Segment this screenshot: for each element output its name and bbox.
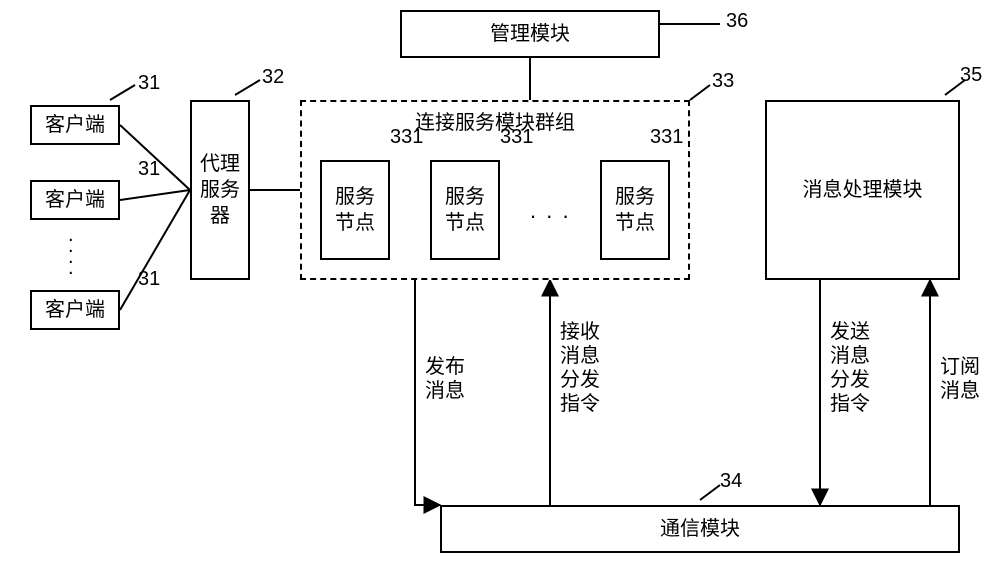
ref-service-node-2: 331 xyxy=(500,126,533,149)
ref-client-2: 31 xyxy=(138,158,160,181)
ref-comm: 34 xyxy=(720,470,742,493)
diagram-canvas: 管理模块 36 客户端 31 客户端 31 .... 客户端 31 代理 服务 … xyxy=(0,0,1000,583)
mgmt-module-box: 管理模块 xyxy=(400,10,660,58)
arrow-label-recv-dispatch: 接收 消息 分发 指令 xyxy=(560,320,600,416)
client-box-2: 客户端 xyxy=(30,180,120,220)
proxy-server-label: 代理 服务 器 xyxy=(200,151,240,229)
service-node-label-3: 服务 节点 xyxy=(615,184,655,236)
service-node-ellipsis: . . . xyxy=(530,198,571,224)
msg-processing-label: 消息处理模块 xyxy=(803,177,923,203)
ref-proxy: 32 xyxy=(262,66,284,89)
ref-client-1: 31 xyxy=(138,72,160,95)
service-node-box-2: 服务 节点 xyxy=(430,160,500,260)
ref-msg-proc: 35 xyxy=(960,64,982,87)
ref-conn-group: 33 xyxy=(712,70,734,93)
service-node-box-3: 服务 节点 xyxy=(600,160,670,260)
client-label-1: 客户端 xyxy=(45,112,105,138)
arrow-label-subscribe: 订阅 消息 xyxy=(940,355,980,403)
ref-service-node-1: 331 xyxy=(390,126,423,149)
comm-module-label: 通信模块 xyxy=(660,516,740,542)
ref-mgmt: 36 xyxy=(726,10,748,33)
arrow-label-send-dispatch: 发送 消息 分发 指令 xyxy=(830,320,870,416)
ref-client-3: 31 xyxy=(138,268,160,291)
msg-processing-box: 消息处理模块 xyxy=(765,100,960,280)
comm-module-box: 通信模块 xyxy=(440,505,960,553)
client-label-2: 客户端 xyxy=(45,187,105,213)
ref-service-node-3: 331 xyxy=(650,126,683,149)
service-node-label-2: 服务 节点 xyxy=(445,184,485,236)
conn-service-group-label: 连接服务模块群组 xyxy=(302,106,688,135)
proxy-server-box: 代理 服务 器 xyxy=(190,100,250,280)
client-box-1: 客户端 xyxy=(30,105,120,145)
service-node-box-1: 服务 节点 xyxy=(320,160,390,260)
client-label-3: 客户端 xyxy=(45,297,105,323)
mgmt-module-label: 管理模块 xyxy=(490,21,570,47)
service-node-label-1: 服务 节点 xyxy=(335,184,375,236)
client-box-3: 客户端 xyxy=(30,290,120,330)
arrow-label-publish: 发布 消息 xyxy=(425,355,465,403)
client-ellipsis: .... xyxy=(68,230,74,274)
